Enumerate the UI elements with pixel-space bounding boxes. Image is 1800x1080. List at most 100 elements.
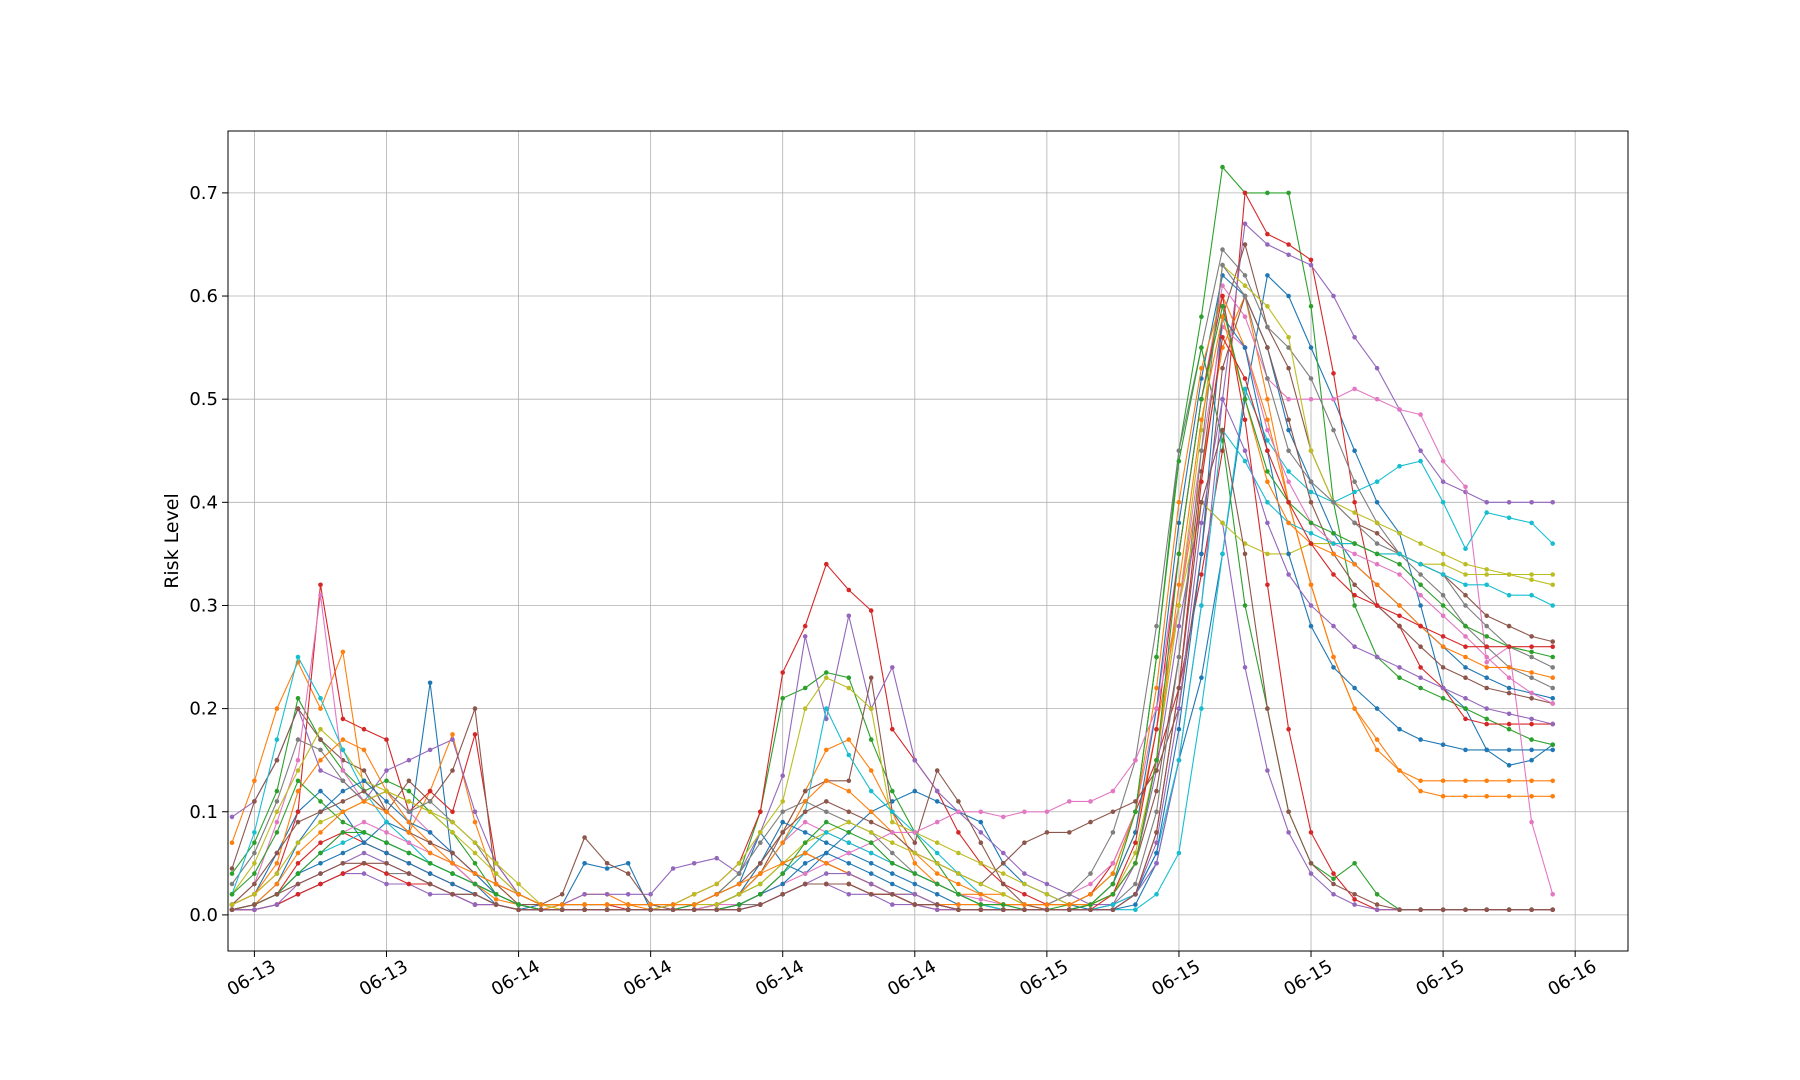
data-point bbox=[604, 902, 610, 907]
data-point bbox=[1199, 603, 1204, 608]
data-point bbox=[1463, 644, 1468, 649]
data-point bbox=[956, 902, 961, 907]
data-point bbox=[1463, 716, 1468, 722]
data-point bbox=[1001, 881, 1006, 887]
data-point bbox=[1199, 520, 1204, 526]
data-point bbox=[1067, 907, 1072, 912]
data-point bbox=[318, 799, 323, 804]
data-point bbox=[1352, 892, 1357, 897]
data-point bbox=[1220, 304, 1225, 309]
data-point bbox=[1440, 696, 1446, 701]
data-point bbox=[1529, 907, 1534, 912]
data-point bbox=[1397, 407, 1402, 412]
data-point bbox=[1529, 592, 1534, 598]
data-point bbox=[1308, 376, 1314, 381]
data-point bbox=[978, 809, 984, 815]
data-point bbox=[868, 809, 874, 815]
data-point bbox=[912, 757, 918, 763]
data-point bbox=[427, 830, 433, 835]
data-point bbox=[559, 902, 565, 907]
data-point bbox=[1374, 654, 1380, 660]
data-point bbox=[318, 706, 323, 711]
data-point bbox=[582, 902, 587, 907]
data-point bbox=[1484, 582, 1489, 588]
data-point bbox=[1242, 603, 1248, 608]
data-point bbox=[252, 799, 257, 804]
data-point bbox=[406, 850, 412, 856]
data-point bbox=[802, 623, 808, 629]
data-point bbox=[450, 819, 455, 825]
data-point bbox=[295, 809, 301, 815]
data-point bbox=[1374, 907, 1380, 912]
data-point bbox=[493, 861, 499, 866]
data-point bbox=[1440, 572, 1446, 577]
data-point bbox=[714, 881, 719, 887]
data-point bbox=[340, 830, 346, 835]
data-point bbox=[1529, 654, 1534, 660]
data-point bbox=[1154, 809, 1159, 815]
data-point bbox=[736, 881, 742, 887]
data-point bbox=[406, 809, 412, 815]
data-point bbox=[1308, 861, 1314, 866]
data-point bbox=[736, 907, 742, 912]
data-point bbox=[582, 835, 587, 840]
data-point bbox=[1529, 520, 1534, 526]
data-point bbox=[714, 855, 719, 861]
data-point bbox=[361, 747, 367, 753]
data-point bbox=[625, 871, 631, 876]
data-point bbox=[1484, 572, 1489, 577]
data-point bbox=[956, 881, 961, 887]
data-point bbox=[1308, 603, 1314, 608]
data-point bbox=[295, 871, 301, 876]
data-point bbox=[1308, 396, 1314, 402]
data-point bbox=[1308, 479, 1314, 485]
data-point bbox=[1110, 907, 1116, 912]
data-point bbox=[1397, 463, 1402, 469]
data-point bbox=[890, 850, 895, 856]
data-point bbox=[1308, 257, 1314, 263]
data-point bbox=[1397, 675, 1402, 680]
data-point bbox=[846, 871, 852, 876]
data-point bbox=[890, 830, 895, 835]
data-point bbox=[890, 861, 895, 866]
data-point bbox=[295, 840, 301, 845]
data-point bbox=[1001, 861, 1006, 866]
data-point bbox=[1265, 551, 1270, 557]
data-point bbox=[1286, 469, 1291, 474]
data-point bbox=[472, 732, 478, 737]
data-point bbox=[868, 768, 874, 773]
data-point bbox=[427, 809, 433, 815]
data-point bbox=[846, 830, 852, 835]
data-point bbox=[340, 716, 346, 722]
data-point bbox=[1463, 696, 1468, 701]
data-point bbox=[1550, 685, 1555, 691]
data-point bbox=[295, 757, 301, 763]
data-point bbox=[758, 902, 763, 907]
data-point bbox=[340, 788, 346, 794]
data-point bbox=[1286, 365, 1291, 371]
data-point bbox=[361, 799, 367, 804]
y-tick-label: 0.4 bbox=[189, 492, 218, 513]
data-point bbox=[252, 902, 257, 907]
data-point bbox=[406, 840, 412, 845]
data-point bbox=[295, 850, 301, 856]
data-point bbox=[1506, 794, 1512, 799]
data-point bbox=[361, 871, 367, 876]
data-point bbox=[318, 830, 323, 835]
data-point bbox=[406, 778, 412, 784]
data-point bbox=[1397, 623, 1402, 629]
data-point bbox=[1550, 747, 1555, 753]
data-point bbox=[890, 902, 895, 907]
data-point bbox=[1331, 500, 1336, 505]
data-point bbox=[1484, 716, 1489, 722]
data-point bbox=[1022, 871, 1027, 876]
data-point bbox=[1001, 902, 1006, 907]
data-point bbox=[1199, 345, 1204, 350]
data-point bbox=[1308, 520, 1314, 526]
data-point bbox=[1506, 763, 1512, 768]
data-point bbox=[846, 861, 852, 866]
data-point bbox=[1529, 572, 1534, 577]
data-point bbox=[427, 861, 433, 866]
data-point bbox=[1397, 726, 1402, 732]
data-point bbox=[978, 907, 984, 912]
